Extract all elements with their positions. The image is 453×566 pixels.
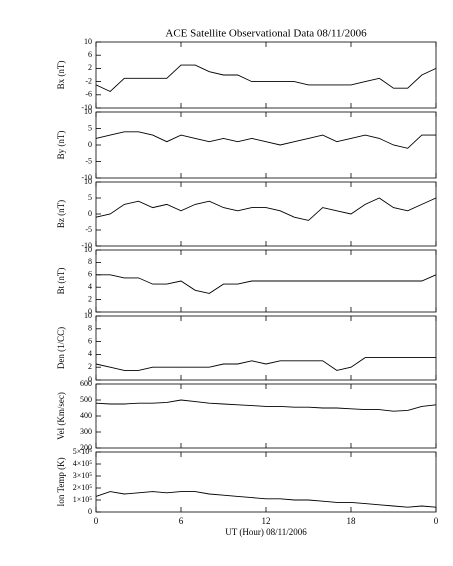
- y-tick-label: 6: [88, 336, 92, 345]
- panel-frame: [95, 181, 437, 247]
- data-line: [95, 64, 437, 93]
- y-tick-label: 0: [88, 140, 92, 149]
- y-tick-label: 0: [88, 307, 92, 316]
- y-tick-label: 5: [88, 193, 92, 202]
- y-tick-label: 5×10⁵: [73, 447, 93, 456]
- y-tick-label: -6: [85, 90, 92, 99]
- panel-frame: [95, 41, 437, 109]
- y-tick-label: 10: [84, 311, 92, 320]
- y-tick-label: 500: [80, 395, 92, 404]
- panel-frame: [95, 315, 437, 381]
- panel-frame: [95, 111, 437, 179]
- data-line: [95, 399, 437, 412]
- y-tick-label: 300: [80, 427, 92, 436]
- y-tick-label: 200: [80, 443, 92, 452]
- y-axis-label: Vel (Km/sec): [56, 392, 66, 440]
- x-tick-label: 18: [347, 516, 357, 526]
- data-line: [95, 357, 436, 371]
- y-tick-label: 6: [88, 50, 92, 59]
- y-tick-label: 10: [84, 37, 92, 46]
- y-tick-label: 400: [80, 411, 92, 420]
- y-tick-label: 5: [88, 123, 92, 132]
- y-axis-label: Bt (nT): [56, 268, 66, 295]
- y-tick-label: 6: [88, 270, 92, 279]
- data-line: [95, 197, 437, 221]
- y-tick-label: 10: [84, 177, 92, 186]
- data-line: [96, 274, 437, 294]
- y-axis-label: Den (1/CC): [56, 327, 66, 369]
- chart-title: ACE Satellite Observational Data 08/11/2…: [165, 28, 367, 40]
- y-axis-label: Bx (nT): [56, 61, 66, 90]
- x-tick-label: 6: [179, 516, 184, 526]
- y-tick-label: -10: [81, 173, 92, 182]
- y-tick-label: -5: [85, 156, 92, 165]
- y-tick-label: 1×10⁵: [73, 495, 93, 504]
- y-axis-label: By (nT): [56, 131, 66, 160]
- y-tick-label: 4: [88, 282, 92, 291]
- panel-frame: [95, 451, 437, 513]
- y-tick-label: 8: [88, 324, 92, 333]
- y-tick-label: 8: [88, 257, 92, 266]
- y-tick-label: 600: [80, 379, 92, 388]
- y-tick-label: -5: [85, 225, 92, 234]
- y-tick-label: 3×10⁵: [73, 471, 93, 480]
- x-tick-label: 0: [434, 516, 439, 526]
- y-tick-label: 0: [88, 209, 92, 218]
- y-tick-label: 4: [88, 349, 92, 358]
- data-line: [95, 131, 436, 149]
- y-tick-label: 0: [88, 507, 92, 516]
- y-tick-label: 2: [88, 294, 92, 303]
- y-tick-label: 4×10⁵: [73, 459, 93, 468]
- data-line: [95, 491, 437, 508]
- y-axis-label: Ion Temp (K): [56, 457, 66, 506]
- x-tick-label: 12: [262, 516, 271, 526]
- y-tick-label: 0: [88, 375, 92, 384]
- y-axis-label: Bz (nT): [56, 200, 66, 228]
- y-tick-label: 10: [84, 107, 92, 116]
- x-axis-label: UT (Hour) 08/11/2006: [225, 527, 307, 537]
- y-tick-label: -10: [81, 241, 92, 250]
- y-tick-label: 2: [88, 362, 92, 371]
- x-tick-label: 0: [94, 516, 99, 526]
- y-tick-label: -2: [85, 76, 92, 85]
- y-tick-label: 2: [88, 63, 92, 72]
- panel-frame: [95, 383, 437, 449]
- y-tick-label: -10: [81, 103, 92, 112]
- y-tick-label: 2×10⁵: [73, 483, 93, 492]
- y-tick-label: 10: [84, 245, 92, 254]
